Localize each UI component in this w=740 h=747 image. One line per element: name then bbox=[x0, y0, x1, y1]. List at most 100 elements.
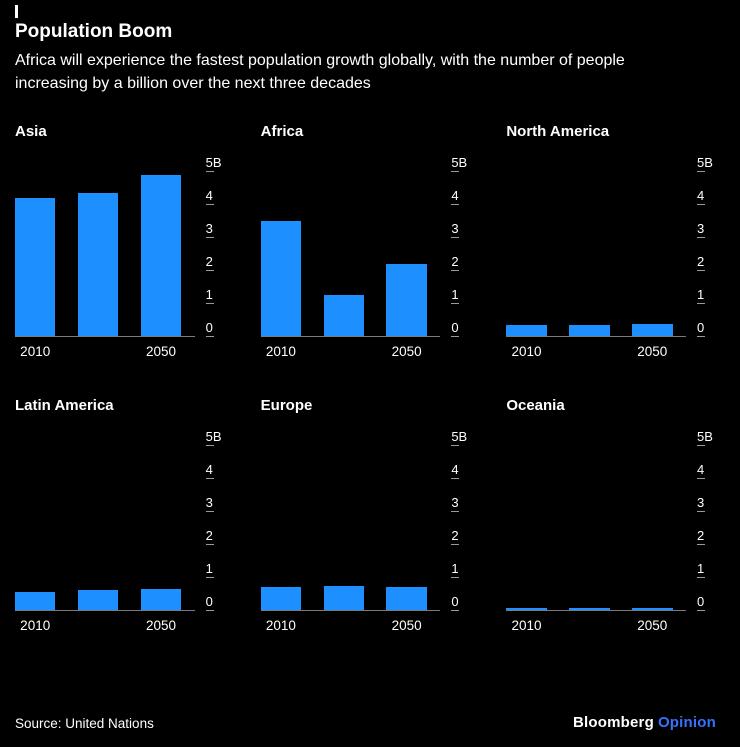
chart-asia: Asia 2010 2050 5B 4 3 2 1 0 bbox=[15, 123, 225, 359]
chart-latin-america: Latin America 2010 2050 5B 4 3 2 1 0 bbox=[15, 397, 225, 633]
y-tick-label: 0 bbox=[697, 594, 705, 610]
plot-area: 2010 2050 bbox=[260, 156, 441, 359]
y-tick-label: 5B bbox=[697, 429, 713, 445]
x-tick-label-2050: 2050 bbox=[637, 618, 668, 634]
x-tick-label-2010: 2010 bbox=[511, 344, 542, 360]
x-tick-label-2010: 2010 bbox=[511, 618, 542, 634]
y-tick-label: 1 bbox=[697, 561, 705, 577]
y-axis: 5B 4 3 2 1 0 bbox=[440, 429, 470, 612]
tick-mark bbox=[205, 336, 214, 338]
tick-mark bbox=[697, 511, 705, 513]
tick-mark bbox=[451, 610, 460, 612]
tick-mark bbox=[451, 303, 460, 305]
y-tick-label: 5B bbox=[451, 429, 468, 445]
bar-middle bbox=[77, 192, 119, 337]
chart-title: North America bbox=[506, 123, 610, 141]
y-axis: 5B 4 3 2 1 0 bbox=[686, 155, 716, 338]
y-tick-label: 0 bbox=[451, 594, 459, 610]
y-tick-label: 5B bbox=[697, 155, 713, 171]
y-tick-label: 4 bbox=[451, 188, 459, 204]
y-tick-label: 0 bbox=[205, 320, 213, 336]
bar-2050 bbox=[386, 587, 427, 611]
bar-2010 bbox=[15, 197, 56, 337]
bar-2050 bbox=[140, 174, 182, 337]
tick-mark bbox=[697, 577, 705, 579]
y-axis: 5B 4 3 2 1 0 bbox=[195, 156, 225, 338]
plot-area: 2010 2050 bbox=[506, 430, 686, 633]
y-tick-label: 0 bbox=[205, 594, 213, 610]
chart-oceania: Oceania 2010 2050 5B 4 3 2 1 0 bbox=[506, 397, 716, 633]
chart-north-america: North America 2010 2050 5B 4 3 2 1 0 bbox=[506, 123, 716, 359]
tick-mark bbox=[205, 478, 214, 480]
chart-title: Oceania bbox=[506, 397, 565, 415]
tick-mark bbox=[205, 544, 214, 546]
page-subtitle: Africa will experience the fastest popul… bbox=[15, 52, 625, 92]
y-tick-label: 3 bbox=[205, 221, 213, 237]
footer: Source: United Nations Bloomberg Opinion bbox=[15, 714, 716, 731]
bar-2010 bbox=[15, 592, 56, 611]
y-tick-label: 3 bbox=[205, 495, 213, 511]
top-left-tick bbox=[15, 5, 18, 18]
bar-middle bbox=[323, 295, 364, 337]
y-tick-label: 2 bbox=[205, 254, 213, 270]
y-tick-label: 3 bbox=[697, 221, 705, 237]
bar-middle bbox=[569, 324, 610, 337]
chart-europe: Europe 2010 2050 5B 4 3 2 1 0 bbox=[260, 397, 471, 633]
bar-2010 bbox=[260, 220, 302, 337]
y-tick-label: 1 bbox=[451, 561, 459, 577]
x-tick-label-2050: 2050 bbox=[391, 344, 422, 360]
y-tick-label: 2 bbox=[451, 254, 459, 270]
tick-mark bbox=[697, 336, 705, 338]
y-tick-label: 4 bbox=[697, 462, 705, 478]
y-tick-label: 4 bbox=[205, 188, 213, 204]
bar-2050 bbox=[632, 607, 673, 611]
bloomberg-opinion-logo: Bloomberg Opinion bbox=[573, 714, 716, 731]
chart-title: Africa bbox=[260, 123, 304, 141]
chart-africa: Africa 2010 2050 5B 4 3 2 1 0 bbox=[260, 123, 471, 359]
plot-area: 2010 2050 bbox=[506, 156, 686, 359]
tick-mark bbox=[205, 445, 214, 447]
y-tick-label: 2 bbox=[697, 528, 705, 544]
y-tick-label: 4 bbox=[205, 462, 213, 478]
y-tick-label: 4 bbox=[451, 462, 459, 478]
tick-mark bbox=[697, 303, 705, 305]
tick-mark bbox=[205, 171, 214, 173]
x-tick-label-2050: 2050 bbox=[391, 618, 422, 634]
bar-2050 bbox=[140, 589, 182, 611]
x-tick-label-2010: 2010 bbox=[20, 618, 51, 634]
bar-middle bbox=[323, 586, 364, 611]
source-note: Source: United Nations bbox=[15, 716, 154, 731]
tick-mark bbox=[205, 610, 214, 612]
page-title: Population Boom bbox=[15, 21, 173, 42]
plot-area: 2010 2050 bbox=[15, 430, 195, 633]
y-tick-label: 0 bbox=[451, 320, 459, 336]
tick-mark bbox=[451, 445, 460, 447]
bar-2010 bbox=[506, 608, 547, 611]
y-tick-label: 2 bbox=[451, 528, 459, 544]
tick-mark bbox=[697, 478, 705, 480]
x-tick-label-2010: 2010 bbox=[265, 618, 296, 634]
tick-mark bbox=[205, 270, 214, 272]
tick-mark bbox=[697, 270, 705, 272]
plot-area: 2010 2050 bbox=[15, 156, 195, 359]
y-tick-label: 5B bbox=[451, 155, 468, 171]
y-tick-label: 1 bbox=[697, 287, 705, 303]
tick-mark bbox=[697, 445, 705, 447]
tick-mark bbox=[451, 544, 460, 546]
bar-2050 bbox=[386, 263, 427, 337]
y-tick-label: 4 bbox=[697, 188, 705, 204]
y-axis: 5B 4 3 2 1 0 bbox=[686, 429, 716, 612]
x-tick-label-2010: 2010 bbox=[265, 344, 296, 360]
x-tick-label-2050: 2050 bbox=[145, 618, 176, 634]
tick-mark bbox=[451, 577, 460, 579]
chart-title: Europe bbox=[260, 397, 313, 415]
y-tick-label: 3 bbox=[697, 495, 705, 511]
tick-mark bbox=[451, 237, 460, 239]
y-tick-label: 0 bbox=[697, 320, 705, 336]
plot-area: 2010 2050 bbox=[260, 430, 441, 633]
tick-mark bbox=[697, 610, 705, 612]
y-tick-label: 2 bbox=[697, 254, 705, 270]
y-tick-label: 5B bbox=[205, 429, 222, 445]
bar-middle bbox=[569, 608, 610, 611]
tick-mark bbox=[205, 577, 214, 579]
